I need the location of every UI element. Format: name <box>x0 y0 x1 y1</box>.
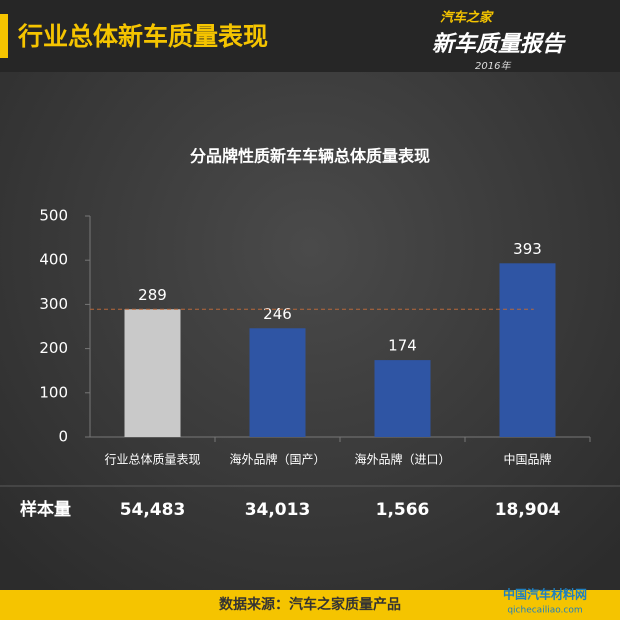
bar <box>499 263 556 437</box>
value-label: 174 <box>388 337 417 355</box>
bar <box>124 309 181 437</box>
y-tick-label: 200 <box>39 339 68 357</box>
logo-brand: 汽车之家 <box>440 10 494 26</box>
sample-label: 样本量 <box>20 499 71 520</box>
sample-value: 34,013 <box>245 500 311 520</box>
sample-value: 1,566 <box>376 500 430 520</box>
footer-bar <box>0 590 620 620</box>
bar <box>249 328 306 437</box>
value-label: 246 <box>263 305 292 323</box>
watermark: 中国汽车材料网 <box>503 587 587 602</box>
value-label: 393 <box>513 240 542 258</box>
logo-title: 新车质量报告 <box>432 31 566 57</box>
y-tick-label: 500 <box>39 207 68 225</box>
y-tick-label: 300 <box>39 295 68 313</box>
header-bar <box>0 0 620 72</box>
header-accent <box>0 14 8 58</box>
logo-year: 2016年 <box>475 60 511 72</box>
value-label: 289 <box>138 286 167 304</box>
x-tick-label: 行业总体质量表现 <box>104 453 200 467</box>
y-tick-label: 0 <box>58 428 68 446</box>
watermark-url: qichecailiao.com <box>507 606 582 616</box>
header-title: 行业总体新车质量表现 <box>17 22 268 51</box>
x-tick-label: 海外品牌（进口） <box>354 452 450 467</box>
footer-source: 数据来源：汽车之家质量产品 <box>219 596 401 613</box>
x-tick-label: 中国品牌 <box>503 452 551 467</box>
bar <box>374 360 431 437</box>
sample-value: 54,483 <box>120 500 186 520</box>
sample-value: 18,904 <box>495 500 561 520</box>
y-tick-label: 400 <box>39 251 68 269</box>
x-tick-label: 海外品牌（国产） <box>229 452 325 467</box>
chart-title: 分品牌性质新车车辆总体质量表现 <box>190 147 430 166</box>
y-tick-label: 100 <box>39 383 68 401</box>
